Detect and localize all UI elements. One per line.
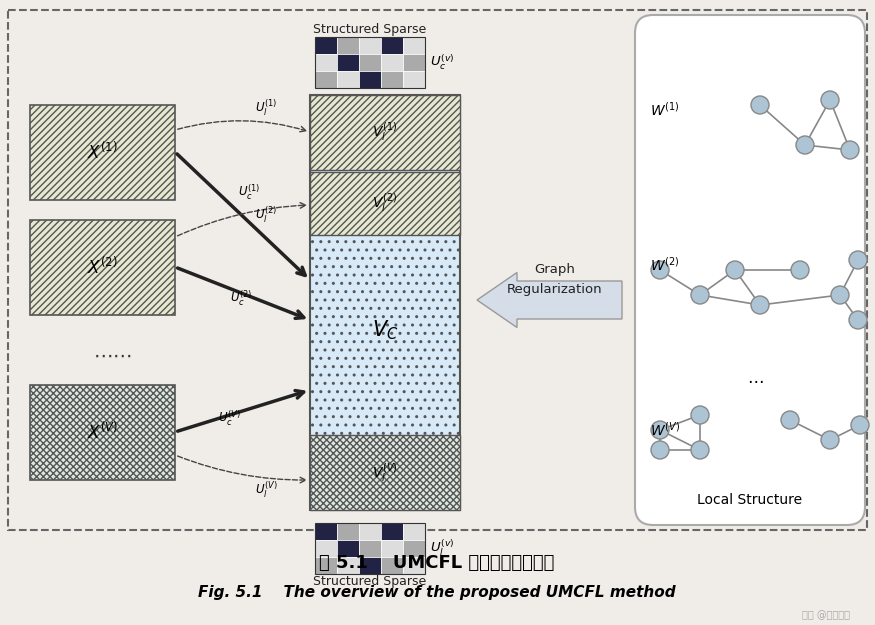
Text: $W^{(V)}$: $W^{(V)}$ [650, 421, 680, 439]
Bar [403, 54, 425, 71]
FancyBboxPatch shape [30, 220, 175, 315]
Bar [359, 36, 381, 54]
Text: $U_l^{(v)}$: $U_l^{(v)}$ [430, 538, 454, 558]
Text: Fig. 5.1    The overview of the proposed UMCFL method: Fig. 5.1 The overview of the proposed UM… [198, 584, 676, 599]
Bar [337, 71, 359, 88]
Circle shape [751, 296, 769, 314]
Bar [315, 539, 337, 556]
Text: $X^{(1)}$: $X^{(1)}$ [88, 141, 118, 162]
Bar [315, 71, 337, 88]
Bar [359, 54, 381, 71]
Text: $V_C$: $V_C$ [372, 318, 398, 342]
Text: $X^{(2)}$: $X^{(2)}$ [88, 256, 118, 278]
Bar [337, 556, 359, 574]
FancyArrow shape [477, 272, 622, 328]
Bar [403, 36, 425, 54]
Circle shape [751, 96, 769, 114]
Bar [381, 36, 403, 54]
Bar [315, 556, 337, 574]
Circle shape [691, 286, 709, 304]
Text: $X^{(V)}$: $X^{(V)}$ [87, 421, 118, 442]
Bar [359, 71, 381, 88]
Bar [403, 71, 425, 88]
Bar [403, 539, 425, 556]
Bar [359, 539, 381, 556]
Bar [381, 522, 403, 539]
Text: $U_l^{(1)}$: $U_l^{(1)}$ [255, 98, 277, 118]
Bar [337, 522, 359, 539]
Bar [315, 522, 425, 574]
Bar [403, 522, 425, 539]
Text: Graph: Graph [535, 264, 576, 276]
Circle shape [821, 431, 839, 449]
Text: $U_c^{(2)}$: $U_c^{(2)}$ [230, 288, 252, 308]
Circle shape [791, 261, 809, 279]
Text: $\cdots\cdots$: $\cdots\cdots$ [93, 346, 132, 364]
Circle shape [726, 261, 744, 279]
FancyBboxPatch shape [310, 95, 460, 510]
Circle shape [831, 286, 849, 304]
Circle shape [691, 406, 709, 424]
Circle shape [651, 421, 669, 439]
Bar [315, 36, 425, 88]
Bar [359, 556, 381, 574]
Text: $U_c^{(1)}$: $U_c^{(1)}$ [238, 182, 261, 202]
Bar [315, 54, 337, 71]
Text: Regularization: Regularization [507, 284, 603, 296]
Text: $U_l^{(2)}$: $U_l^{(2)}$ [255, 205, 277, 225]
FancyBboxPatch shape [310, 435, 460, 510]
Text: $W^{(2)}$: $W^{(2)}$ [650, 256, 680, 274]
Text: 知乎 @冬日暖阳: 知乎 @冬日暖阳 [802, 610, 850, 620]
Bar [381, 54, 403, 71]
Bar [403, 556, 425, 574]
Text: $U_l^{(V)}$: $U_l^{(V)}$ [255, 480, 278, 500]
Circle shape [651, 261, 669, 279]
Text: $U_c^{(v)}$: $U_c^{(v)}$ [430, 52, 454, 72]
Bar [315, 36, 337, 54]
Circle shape [796, 136, 814, 154]
Circle shape [651, 441, 669, 459]
Bar [359, 522, 381, 539]
Bar [381, 539, 403, 556]
Text: 图 5.1    UMCFL 算法的整体结构图: 图 5.1 UMCFL 算法的整体结构图 [319, 554, 555, 572]
FancyBboxPatch shape [635, 15, 865, 525]
Circle shape [691, 441, 709, 459]
FancyBboxPatch shape [30, 105, 175, 200]
Bar [337, 36, 359, 54]
Circle shape [841, 141, 859, 159]
Text: $U_c^{(V)}$: $U_c^{(V)}$ [218, 408, 241, 428]
FancyBboxPatch shape [310, 172, 460, 235]
Text: $\cdots$: $\cdots$ [746, 371, 763, 389]
Circle shape [781, 411, 799, 429]
FancyBboxPatch shape [30, 385, 175, 480]
Text: Structured Sparse: Structured Sparse [313, 24, 427, 36]
Bar [337, 539, 359, 556]
Circle shape [849, 311, 867, 329]
Bar [381, 556, 403, 574]
Text: Structured Sparse: Structured Sparse [313, 576, 427, 589]
Bar [315, 522, 337, 539]
Text: $V_l^{(V)}$: $V_l^{(V)}$ [372, 461, 398, 484]
Circle shape [851, 416, 869, 434]
FancyBboxPatch shape [310, 95, 460, 170]
Text: $V_l^{(2)}$: $V_l^{(2)}$ [373, 191, 397, 214]
Text: Local Structure: Local Structure [697, 493, 802, 507]
Circle shape [821, 91, 839, 109]
Circle shape [849, 251, 867, 269]
Text: $V_l^{(1)}$: $V_l^{(1)}$ [373, 121, 397, 144]
Bar [337, 54, 359, 71]
Text: $W^{(1)}$: $W^{(1)}$ [650, 101, 680, 119]
Bar [381, 71, 403, 88]
